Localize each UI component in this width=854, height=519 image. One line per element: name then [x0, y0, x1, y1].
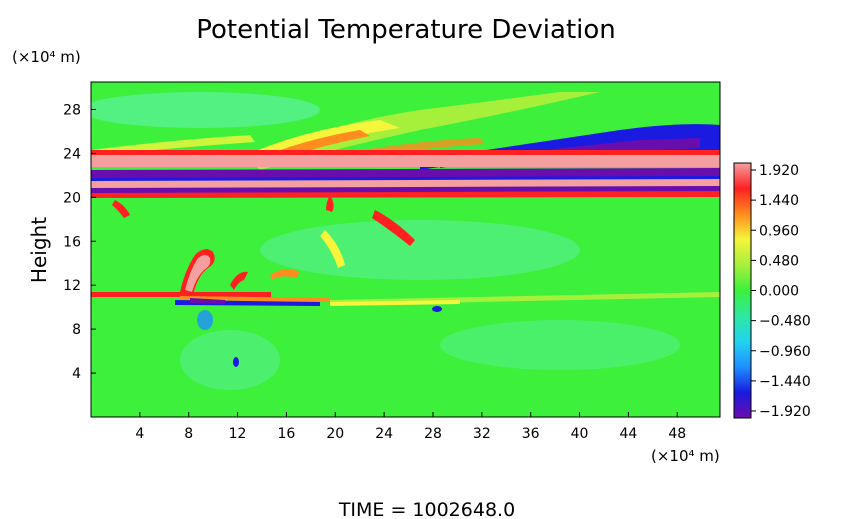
y-axis-label: Height [27, 217, 51, 283]
y-tick-label: 28 [63, 102, 81, 118]
y-tick-label: 12 [63, 278, 81, 294]
warm-blob [372, 210, 415, 246]
warm-band [91, 191, 720, 198]
colorbar-tick-label: 1.440 [759, 193, 799, 209]
colorbar-tick-label: 0.960 [759, 223, 799, 239]
y-axis: 4 8 12 16 20 24 28 [63, 102, 96, 382]
x-tick-label: 20 [326, 426, 344, 442]
warm-band [91, 150, 720, 158]
colorbar-tick-label: 0.000 [759, 284, 799, 300]
colorbar-ticks: 1.920 1.440 0.960 0.480 0.000 −0.480 −0.960 −1.… [751, 163, 811, 420]
colorbar-gradient [733, 162, 752, 419]
colorbar: 1.920 1.440 0.960 0.480 0.000 −0.480 −0.960 −1.… [733, 162, 811, 420]
heatmap-field [91, 82, 720, 417]
colorbar-tick-label: −0.960 [759, 344, 811, 360]
hot-plume [185, 255, 211, 292]
cold-blob [197, 310, 213, 330]
y-tick-label: 4 [72, 366, 81, 382]
warm-blob [230, 271, 248, 290]
warm-line [330, 300, 460, 306]
y-tick-label: 20 [63, 190, 81, 206]
x-tick-label: 24 [375, 426, 393, 442]
y-unit-label: (×10⁴ m) [12, 48, 81, 66]
x-tick-label: 8 [184, 426, 193, 442]
colorbar-tick-label: 1.920 [759, 163, 799, 179]
y-tick-label: 8 [72, 322, 81, 338]
x-tick-label: 44 [619, 426, 637, 442]
x-tick-label: 32 [473, 426, 491, 442]
x-axis: 4 8 12 16 20 24 28 32 36 40 44 48 [135, 412, 686, 442]
warm-line [91, 292, 271, 297]
warm-blob [270, 269, 300, 280]
cold-blob [432, 306, 442, 312]
x-tick-label: 28 [424, 426, 442, 442]
chart-title: Potential Temperature Deviation [196, 15, 616, 45]
hot-band [91, 155, 720, 167]
x-tick-label: 36 [522, 426, 540, 442]
colorbar-tick-label: 0.480 [759, 253, 799, 269]
cold-blob [233, 357, 239, 367]
warm-blob [326, 195, 334, 212]
x-tick-label: 12 [229, 426, 247, 442]
time-value: 1002648.0 [412, 499, 515, 519]
cool-patch [260, 220, 580, 280]
y-tick-label: 16 [63, 234, 81, 250]
warm-blob [112, 200, 130, 218]
colorbar-tick-label: −1.920 [759, 404, 811, 420]
x-unit-label: (×10⁴ m) [651, 447, 720, 465]
colorbar-tick-label: −0.480 [759, 314, 811, 330]
x-tick-label: 48 [668, 426, 686, 442]
time-readout: TIME = 1002648.0 [338, 499, 515, 519]
time-label: TIME [338, 499, 385, 519]
cold-line [190, 298, 225, 304]
plot-frame [90, 81, 721, 418]
x-tick-label: 16 [278, 426, 296, 442]
y-tick-label: 24 [63, 146, 81, 162]
colorbar-tick-label: −1.440 [759, 374, 811, 390]
cool-patch [440, 320, 680, 370]
warm-blob [320, 230, 345, 268]
cool-patch [180, 330, 280, 390]
x-tick-label: 40 [571, 426, 589, 442]
x-tick-label: 4 [135, 426, 144, 442]
cool-patch [91, 92, 320, 128]
